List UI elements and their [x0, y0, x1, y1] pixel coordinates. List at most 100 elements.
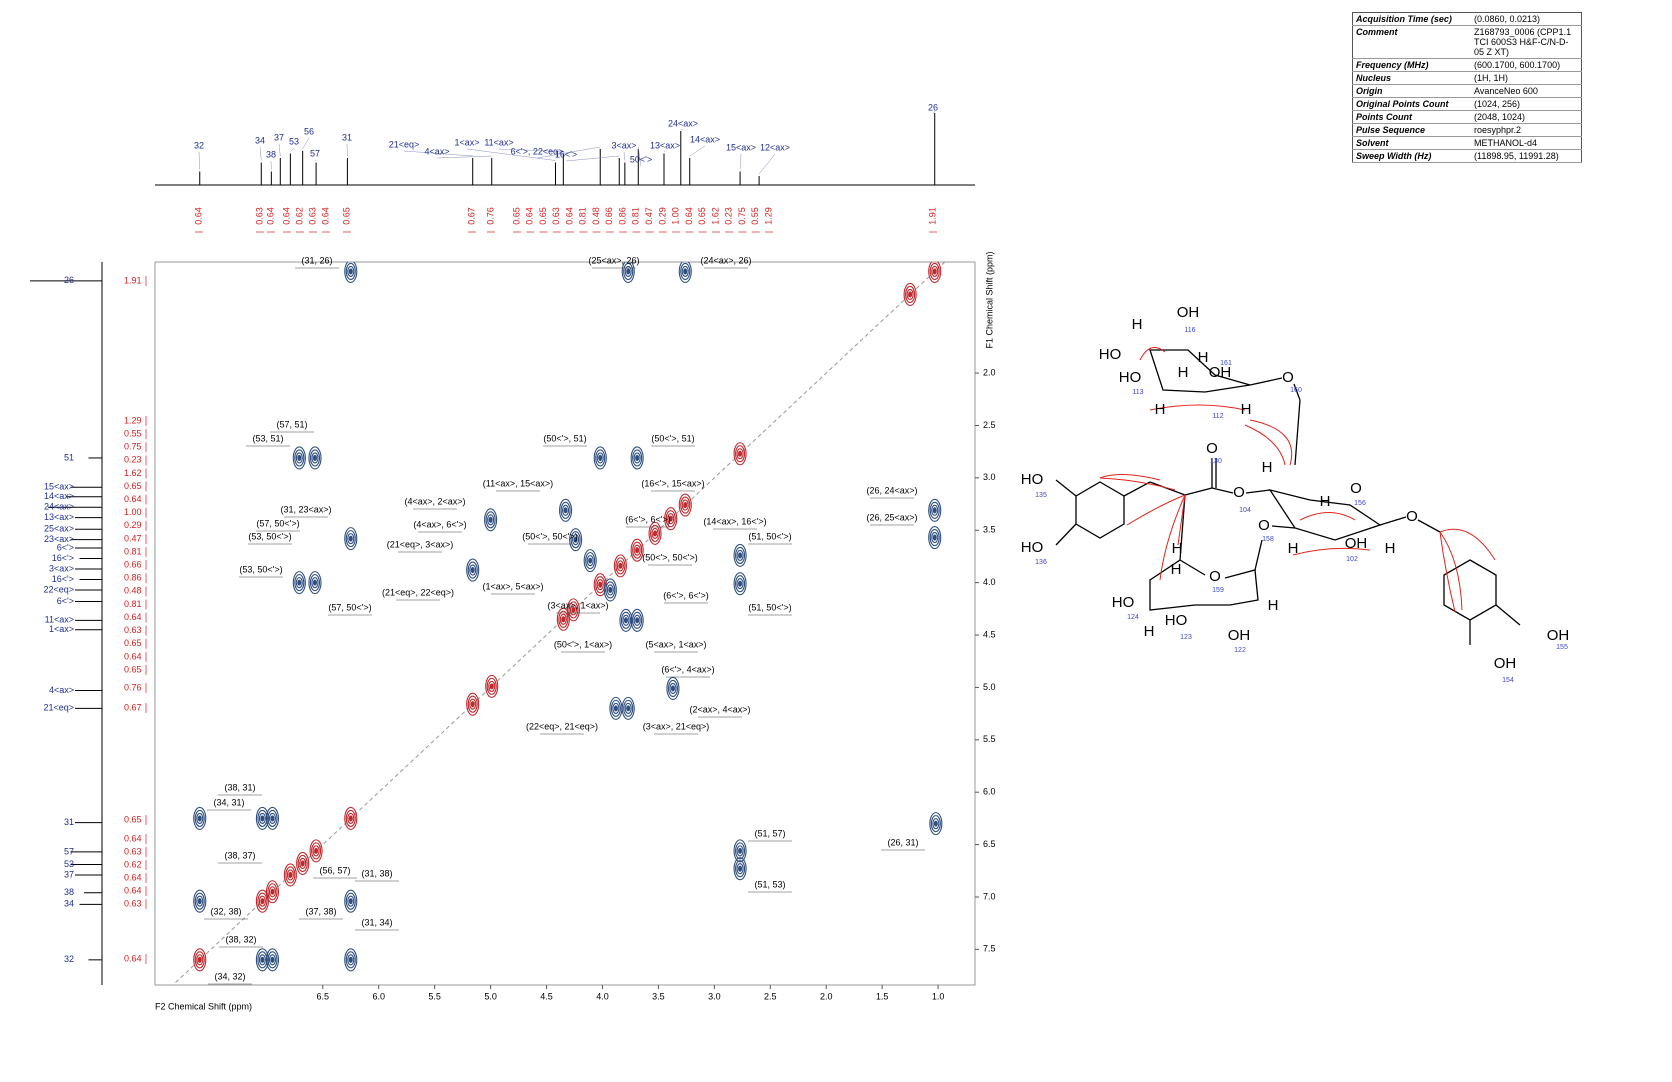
contour-ring [733, 442, 747, 466]
contour-ring [621, 262, 635, 283]
contour-ring [193, 889, 207, 913]
contour-ring [929, 529, 940, 547]
cross-peak [603, 578, 617, 602]
peak-annotation: (38, 32) [225, 934, 256, 944]
contour-ring [633, 614, 641, 626]
top-peak-label: 24<ax> [668, 118, 698, 128]
contour-ring [265, 806, 280, 830]
peak-annotation: (22<eq>, 21<eq>) [526, 721, 598, 731]
top-peak-label: 4<ax> [424, 146, 449, 156]
top-peak-label: 16<'> [555, 149, 577, 159]
contour-ring [630, 538, 644, 562]
contour-ring [562, 504, 570, 516]
contour-ring [345, 530, 356, 548]
contour-ring [258, 895, 266, 907]
contour-ring [300, 860, 305, 867]
contour-ring [344, 948, 358, 972]
contour-ring [467, 695, 478, 713]
cross-peak [466, 692, 480, 716]
left-peak-label: 6<'> [57, 596, 74, 606]
cross-peak [308, 571, 322, 595]
left-peak-label: 3<ax> [49, 563, 74, 573]
contour-ring [348, 535, 353, 542]
cross-peak [292, 446, 306, 470]
cross-peak [193, 806, 207, 830]
contour-ring [619, 608, 633, 632]
peak-annotation: (1<ax>, 5<ax>) [482, 581, 543, 591]
contour-ring [348, 956, 353, 963]
top-peak-label: 31 [342, 132, 352, 142]
peak-annotation: (5<ax>, 1<ax>) [645, 639, 706, 649]
contour-ring [648, 521, 662, 545]
param-key: Pulse Sequence [1352, 123, 1471, 137]
left-peak-label: 16<'> [52, 553, 74, 563]
contour-ring [626, 705, 631, 712]
contour-ring [466, 558, 480, 582]
contour-ring [485, 511, 496, 529]
leader [663, 151, 666, 153]
param-key: Comment [1352, 25, 1471, 59]
peak-annotation: (16<'>, 15<ax>) [641, 478, 704, 488]
y-tick-label: 3.0 [983, 472, 996, 482]
leader [932, 110, 935, 115]
integral: 0.65 [697, 207, 707, 225]
x-tick-label: 3.0 [708, 991, 721, 1001]
atom-label: OH [1494, 655, 1517, 672]
contour-ring [585, 552, 596, 570]
peak-annotation: (57, 51) [276, 419, 307, 429]
integral: 1.29 [124, 415, 142, 425]
contour-ring [903, 282, 917, 307]
contour-ring [294, 449, 305, 467]
contour-ring [268, 886, 277, 898]
atom-label: O [1206, 440, 1218, 457]
cross-peak [484, 508, 498, 532]
param-value: METHANOL-d4 [1471, 136, 1582, 150]
atom-label: H [1155, 401, 1166, 418]
contour-ring [613, 705, 618, 712]
cross-peak [666, 676, 680, 701]
contour-ring [572, 534, 580, 546]
cross-peak [621, 262, 635, 283]
contour-ring [344, 806, 358, 830]
leader [638, 146, 642, 167]
contour-ring [297, 854, 308, 873]
contour-ring [603, 578, 617, 602]
param-key: Points Count [1352, 110, 1471, 124]
top-peak-label: 13<ax> [650, 140, 680, 150]
contour-ring [345, 809, 356, 827]
param-value: (2048, 1024) [1471, 110, 1582, 124]
contour-ring [635, 454, 640, 461]
contour-ring [348, 268, 353, 275]
cross-peak [678, 262, 692, 283]
contour-ring [632, 611, 643, 629]
contour-ring [680, 262, 691, 280]
contour-ring [566, 598, 580, 622]
left-peak-label: 53 [64, 859, 74, 869]
atom-label: O [1282, 369, 1294, 386]
integral: 0.66 [124, 560, 142, 570]
contour-ring [928, 526, 942, 550]
contour-ring [733, 572, 747, 596]
contour-ring [344, 527, 358, 551]
integral: 1.62 [710, 207, 720, 225]
peak-annotation: (34, 31) [213, 797, 244, 807]
top-peak-label: 21<eq> [389, 139, 420, 149]
atom-label: O [1209, 568, 1221, 585]
left-peak-label: 14<ax> [44, 491, 74, 501]
contour-ring [299, 857, 307, 870]
leader [536, 146, 601, 159]
contour-ring [312, 845, 320, 857]
peak-annotation: (32, 38) [210, 906, 241, 916]
x-tick-label: 6.0 [372, 991, 385, 1001]
param-key: Solvent [1352, 136, 1471, 150]
atom-number: 155 [1556, 644, 1568, 651]
top-peak-label: 57 [310, 148, 320, 158]
top-peak-label: 12<ax> [760, 142, 790, 152]
contour-ring [314, 847, 319, 854]
integral: 0.81 [578, 207, 588, 225]
y-axis-label: F1 Chemical Shift (ppm) [984, 251, 994, 348]
integral: 0.29 [124, 520, 142, 530]
peak-annotation: (53, 51) [252, 433, 283, 443]
contour-ring [624, 265, 632, 277]
